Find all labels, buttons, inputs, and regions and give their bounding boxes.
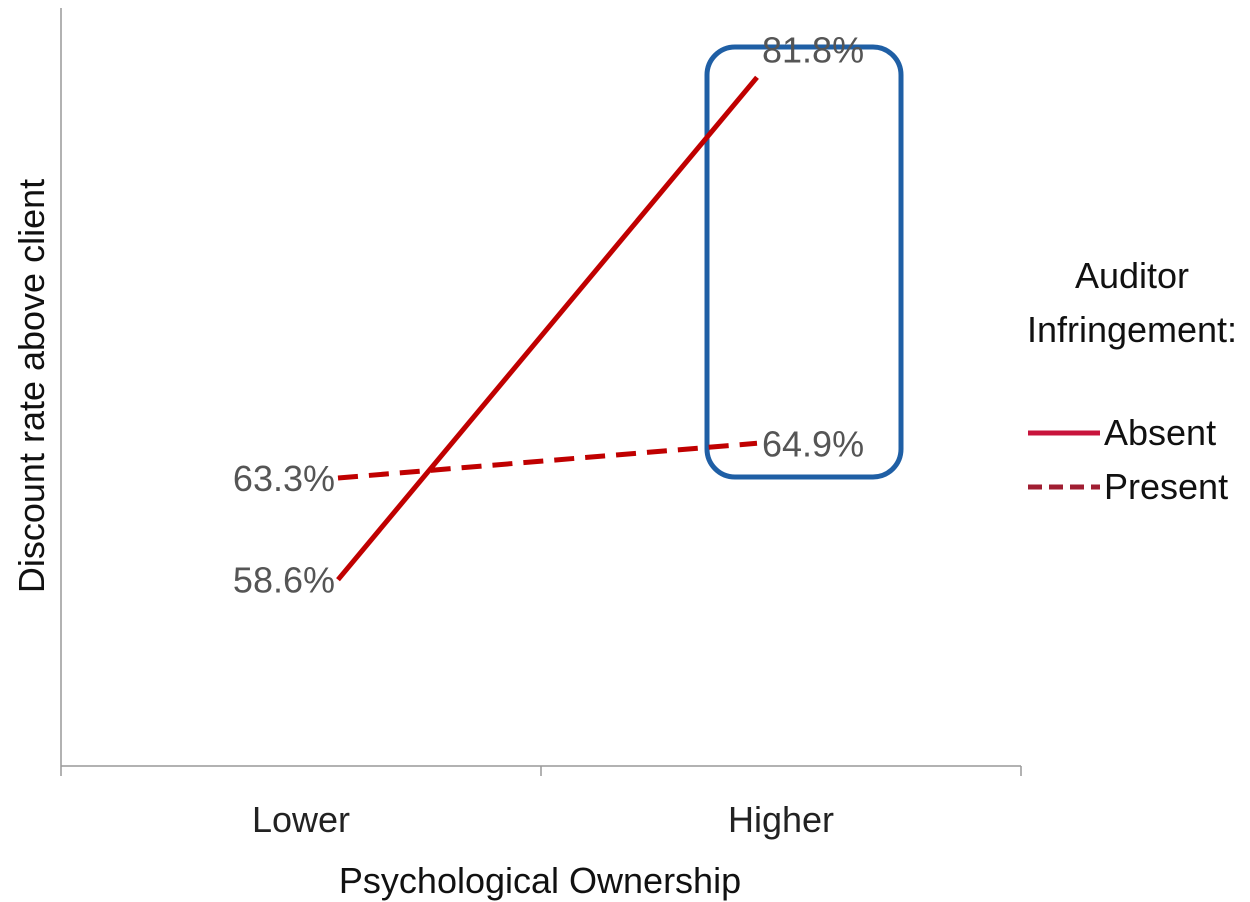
highlight-box — [704, 44, 904, 480]
x-tick-labels: Lower Higher — [252, 799, 834, 840]
series-lines — [336, 75, 759, 582]
y-axis-title: Discount rate above client — [11, 179, 52, 593]
data-label-absent-higher: 81.8% — [762, 29, 864, 70]
legend: Auditor Infringement: Absent Present — [1027, 255, 1237, 507]
legend-title-line-1: Auditor — [1075, 255, 1189, 296]
x-tick-label-higher: Higher — [728, 799, 834, 840]
series-line-present — [337, 440, 758, 481]
x-axis-title: Psychological Ownership — [339, 860, 741, 901]
x-axis-ticks — [60, 766, 1022, 776]
axes — [60, 8, 1022, 776]
legend-label-absent: Absent — [1104, 412, 1216, 453]
data-label-present-higher: 64.9% — [762, 423, 864, 464]
legend-title-line-2: Infringement: — [1027, 309, 1237, 350]
data-label-present-lower: 63.3% — [233, 458, 335, 499]
x-tick-label-lower: Lower — [252, 799, 350, 840]
data-labels: 58.6% 81.8% 63.3% 64.9% — [233, 29, 864, 600]
legend-label-present: Present — [1104, 466, 1228, 507]
data-label-absent-lower: 58.6% — [233, 560, 335, 601]
series-line-absent — [336, 75, 759, 582]
